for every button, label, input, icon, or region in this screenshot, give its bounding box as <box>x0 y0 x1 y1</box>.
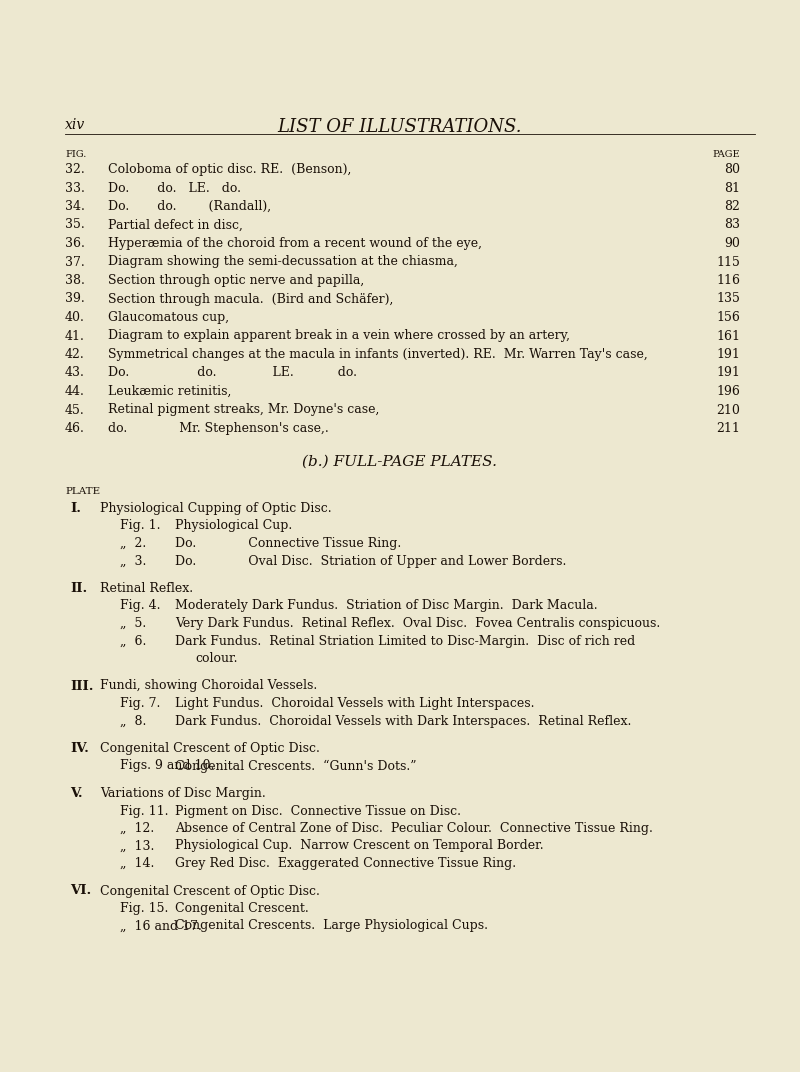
Text: 210: 210 <box>716 403 740 417</box>
Text: Symmetrical changes at the macula in infants (inverted). RE.  Mr. Warren Tay's c: Symmetrical changes at the macula in inf… <box>108 348 648 361</box>
Text: 161: 161 <box>716 329 740 342</box>
Text: Diagram showing the semi-decussation at the chiasma,: Diagram showing the semi-decussation at … <box>108 255 458 268</box>
Text: „  3.: „ 3. <box>120 554 146 567</box>
Text: „  14.: „ 14. <box>120 857 154 870</box>
Text: Dark Fundus.  Retinal Striation Limited to Disc-Margin.  Disc of rich red: Dark Fundus. Retinal Striation Limited t… <box>175 635 635 647</box>
Text: „  13.: „ 13. <box>120 839 154 852</box>
Text: Fig. 7.: Fig. 7. <box>120 697 160 710</box>
Text: 191: 191 <box>716 367 740 379</box>
Text: Dark Fundus.  Choroidal Vessels with Dark Interspaces.  Retinal Reflex.: Dark Fundus. Choroidal Vessels with Dark… <box>175 715 631 728</box>
Text: IV.: IV. <box>70 742 89 755</box>
Text: Congenital Crescent of Optic Disc.: Congenital Crescent of Optic Disc. <box>100 742 320 755</box>
Text: 116: 116 <box>716 274 740 287</box>
Text: 42.: 42. <box>65 348 85 361</box>
Text: 82: 82 <box>724 200 740 213</box>
Text: I.: I. <box>70 502 81 515</box>
Text: Do.       do.        (Randall),: Do. do. (Randall), <box>108 200 271 213</box>
Text: 191: 191 <box>716 348 740 361</box>
Text: Moderately Dark Fundus.  Striation of Disc Margin.  Dark Macula.: Moderately Dark Fundus. Striation of Dis… <box>175 599 598 612</box>
Text: „  2.: „ 2. <box>120 537 146 550</box>
Text: „  8.: „ 8. <box>120 715 146 728</box>
Text: Hyperæmia of the choroid from a recent wound of the eye,: Hyperæmia of the choroid from a recent w… <box>108 237 482 250</box>
Text: Glaucomatous cup,: Glaucomatous cup, <box>108 311 229 324</box>
Text: Fig. 11.: Fig. 11. <box>120 804 169 818</box>
Text: 135: 135 <box>716 293 740 306</box>
Text: Light Fundus.  Choroidal Vessels with Light Interspaces.: Light Fundus. Choroidal Vessels with Lig… <box>175 697 534 710</box>
Text: „  16 and 17.: „ 16 and 17. <box>120 920 202 933</box>
Text: 33.: 33. <box>65 181 85 194</box>
Text: 41.: 41. <box>65 329 85 342</box>
Text: FIG.: FIG. <box>65 150 86 159</box>
Text: (b.) FULL-PAGE PLATES.: (b.) FULL-PAGE PLATES. <box>302 455 498 470</box>
Text: Congenital Crescent.: Congenital Crescent. <box>175 902 309 915</box>
Text: Very Dark Fundus.  Retinal Reflex.  Oval Disc.  Fovea Centralis conspicuous.: Very Dark Fundus. Retinal Reflex. Oval D… <box>175 617 660 630</box>
Text: xiv: xiv <box>65 118 86 132</box>
Text: Absence of Central Zone of Disc.  Peculiar Colour.  Connective Tissue Ring.: Absence of Central Zone of Disc. Peculia… <box>175 822 653 835</box>
Text: LIST OF ILLUSTRATIONS.: LIST OF ILLUSTRATIONS. <box>278 118 522 136</box>
Text: 45.: 45. <box>65 403 85 417</box>
Text: Retinal pigment streaks, Mr. Doyne's case,: Retinal pigment streaks, Mr. Doyne's cas… <box>108 403 379 417</box>
Text: Fig. 15.: Fig. 15. <box>120 902 168 915</box>
Text: 40.: 40. <box>65 311 85 324</box>
Text: Do.             Connective Tissue Ring.: Do. Connective Tissue Ring. <box>175 537 402 550</box>
Text: 81: 81 <box>724 181 740 194</box>
Text: Pigment on Disc.  Connective Tissue on Disc.: Pigment on Disc. Connective Tissue on Di… <box>175 804 461 818</box>
Text: 156: 156 <box>716 311 740 324</box>
Text: 38.: 38. <box>65 274 85 287</box>
Text: Congenital Crescents.  Large Physiological Cups.: Congenital Crescents. Large Physiologica… <box>175 920 488 933</box>
Text: 34.: 34. <box>65 200 85 213</box>
Text: Physiological Cupping of Optic Disc.: Physiological Cupping of Optic Disc. <box>100 502 332 515</box>
Text: 37.: 37. <box>65 255 85 268</box>
Text: Retinal Reflex.: Retinal Reflex. <box>100 582 193 595</box>
Text: Fundi, showing Choroidal Vessels.: Fundi, showing Choroidal Vessels. <box>100 680 318 693</box>
Text: Diagram to explain apparent break in a vein where crossed by an artery,: Diagram to explain apparent break in a v… <box>108 329 570 342</box>
Text: Do.       do.   LE.   do.: Do. do. LE. do. <box>108 181 241 194</box>
Text: Physiological Cup.  Narrow Crescent on Temporal Border.: Physiological Cup. Narrow Crescent on Te… <box>175 839 544 852</box>
Text: 211: 211 <box>716 422 740 435</box>
Text: 196: 196 <box>716 385 740 398</box>
Text: VI.: VI. <box>70 884 91 897</box>
Text: PAGE: PAGE <box>712 150 740 159</box>
Text: Fig. 1.: Fig. 1. <box>120 520 161 533</box>
Text: Do.                 do.              LE.           do.: Do. do. LE. do. <box>108 367 357 379</box>
Text: Grey Red Disc.  Exaggerated Connective Tissue Ring.: Grey Red Disc. Exaggerated Connective Ti… <box>175 857 516 870</box>
Text: 32.: 32. <box>65 163 85 176</box>
Text: colour.: colour. <box>195 652 238 665</box>
Text: III.: III. <box>70 680 94 693</box>
Text: Leukæmic retinitis,: Leukæmic retinitis, <box>108 385 231 398</box>
Text: Figs. 9 and 10.: Figs. 9 and 10. <box>120 759 214 773</box>
Text: Fig. 4.: Fig. 4. <box>120 599 161 612</box>
Text: Congenital Crescent of Optic Disc.: Congenital Crescent of Optic Disc. <box>100 884 320 897</box>
Text: 36.: 36. <box>65 237 85 250</box>
Text: V.: V. <box>70 787 82 800</box>
Text: Do.             Oval Disc.  Striation of Upper and Lower Borders.: Do. Oval Disc. Striation of Upper and Lo… <box>175 554 566 567</box>
Text: 46.: 46. <box>65 422 85 435</box>
Text: 90: 90 <box>724 237 740 250</box>
Text: 35.: 35. <box>65 219 85 232</box>
Text: 115: 115 <box>716 255 740 268</box>
Text: „  5.: „ 5. <box>120 617 146 630</box>
Text: „  6.: „ 6. <box>120 635 146 647</box>
Text: PLATE: PLATE <box>65 487 100 496</box>
Text: 44.: 44. <box>65 385 85 398</box>
Text: Section through optic nerve and papilla,: Section through optic nerve and papilla, <box>108 274 364 287</box>
Text: Coloboma of optic disc. RE.  (Benson),: Coloboma of optic disc. RE. (Benson), <box>108 163 351 176</box>
Text: Variations of Disc Margin.: Variations of Disc Margin. <box>100 787 266 800</box>
Text: Congenital Crescents.  “Gunn's Dots.”: Congenital Crescents. “Gunn's Dots.” <box>175 759 417 773</box>
Text: 83: 83 <box>724 219 740 232</box>
Text: II.: II. <box>70 582 87 595</box>
Text: Partial defect in disc,: Partial defect in disc, <box>108 219 243 232</box>
Text: „  12.: „ 12. <box>120 822 154 835</box>
Text: 43.: 43. <box>65 367 85 379</box>
Text: 39.: 39. <box>65 293 85 306</box>
Text: Physiological Cup.: Physiological Cup. <box>175 520 292 533</box>
Text: 80: 80 <box>724 163 740 176</box>
Text: do.             Mr. Stephenson's case,.: do. Mr. Stephenson's case,. <box>108 422 329 435</box>
Text: Section through macula.  (Bird and Schäfer),: Section through macula. (Bird and Schäfe… <box>108 293 394 306</box>
